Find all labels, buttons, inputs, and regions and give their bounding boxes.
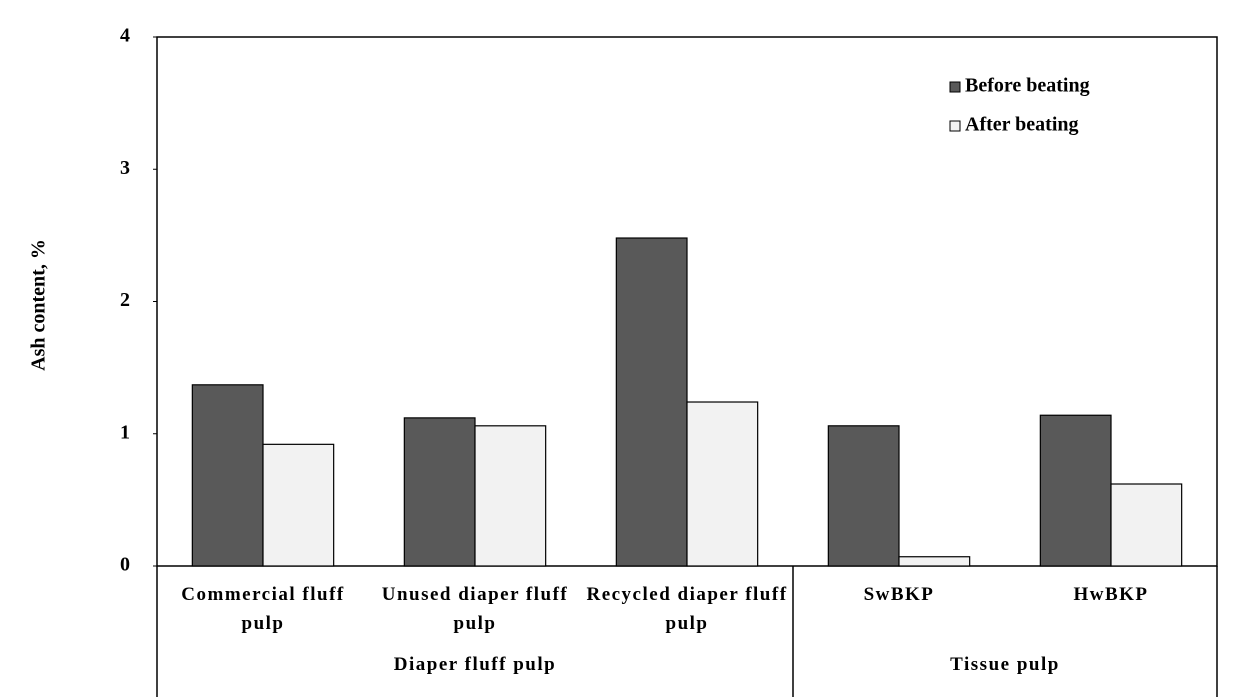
bar [403,417,476,567]
legend-swatch [949,120,961,132]
y-axis-label: Ash content, % [28,239,50,371]
y-tick-label: 3 [120,157,130,179]
x-tick-label: Recycled diaper fluff pulp [586,584,788,634]
bar [615,237,688,567]
group-label: Diaper fluff pulp [393,654,557,675]
bar [1039,414,1112,567]
legend-label: After beating [965,114,1079,136]
bar [898,556,971,567]
x-tick-label: Commercial fluff pulp [181,584,345,634]
y-tick-label: 4 [120,25,130,47]
y-tick-label: 1 [120,421,130,443]
legend-swatch [949,81,961,93]
y-tick-label: 0 [120,554,130,576]
legend-label: Before beating [965,75,1090,97]
y-tick-label: 2 [120,289,130,311]
bar [827,425,900,567]
bar [474,425,547,567]
bar [686,401,759,567]
bar [191,384,264,567]
bar [1110,483,1183,567]
x-tick-label: Unused diaper fluff pulp [381,584,569,634]
bar [262,443,335,567]
group-label: Tissue pulp [950,654,1060,675]
x-tick-label: SwBKP [863,584,935,605]
x-tick-label: HwBKP [1073,584,1149,605]
